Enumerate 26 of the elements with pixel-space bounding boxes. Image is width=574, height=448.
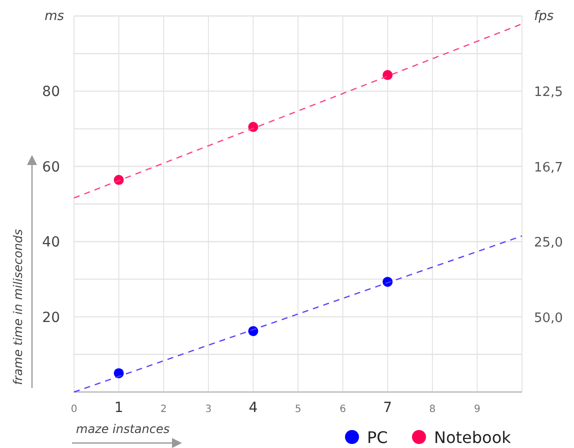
text: ms bbox=[44, 9, 64, 24]
y-tick-label: 60 bbox=[42, 159, 60, 176]
text: 12,5 bbox=[534, 85, 563, 100]
x-tick-label: 1 bbox=[114, 400, 124, 416]
legend-label: PC bbox=[367, 428, 388, 447]
x-tick-label: 9 bbox=[474, 404, 480, 415]
x-tick-label: 6 bbox=[340, 404, 346, 415]
x-tick-label: 2 bbox=[160, 404, 167, 415]
text: 50,0 bbox=[534, 310, 563, 326]
x-axis-title: maze instances bbox=[76, 422, 170, 436]
y-tick-label: 40 bbox=[42, 234, 60, 251]
y-tick-label: 80 bbox=[42, 84, 60, 100]
point bbox=[382, 70, 393, 80]
x-tick-label: 5 bbox=[294, 404, 302, 415]
legend-label: Notebook bbox=[434, 428, 512, 447]
x-tick-label: 0 bbox=[70, 404, 78, 415]
y2-axis-title: fps bbox=[534, 9, 554, 24]
y-axis-title: frame time in miliseconds bbox=[11, 229, 25, 385]
x-tick-label: 7 bbox=[383, 400, 392, 416]
x-tick-label: 8 bbox=[429, 404, 436, 415]
x-tick-label: 4 bbox=[248, 400, 258, 416]
text: 25,0 bbox=[534, 236, 563, 251]
y-tick-label: 20 bbox=[42, 310, 60, 326]
point bbox=[248, 122, 258, 132]
text: 16,7 bbox=[534, 160, 563, 176]
x-tick-label: 3 bbox=[205, 404, 212, 415]
